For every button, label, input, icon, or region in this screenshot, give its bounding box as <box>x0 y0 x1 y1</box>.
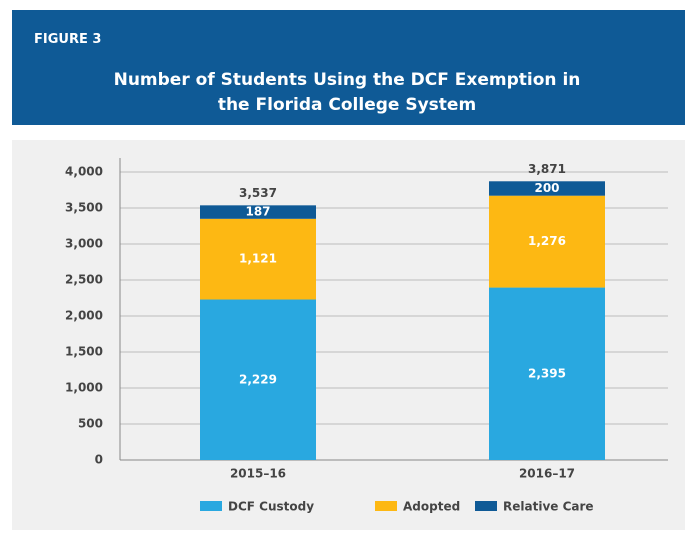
bar-segment <box>489 287 605 460</box>
data-label: 2,395 <box>528 366 566 380</box>
data-label: 200 <box>534 181 559 195</box>
y-tick-label: 4,000 <box>65 165 103 179</box>
y-tick-label: 1,000 <box>65 381 103 395</box>
total-label: 3,871 <box>528 162 566 176</box>
header: FIGURE 3 Number of Students Using the DC… <box>12 10 685 125</box>
y-tick-label: 3,500 <box>65 201 103 215</box>
y-tick-label: 2,500 <box>65 273 103 287</box>
legend-swatch <box>200 501 222 511</box>
data-label: 187 <box>245 205 270 219</box>
legend-label: Relative Care <box>503 500 594 514</box>
data-label: 2,229 <box>239 372 277 386</box>
legend-swatch <box>375 501 397 511</box>
data-label: 1,121 <box>239 252 277 266</box>
bar-segment <box>200 218 316 300</box>
x-tick-label: 2016–17 <box>519 467 575 481</box>
y-tick-label: 1,500 <box>65 345 103 359</box>
bar-segment <box>489 181 605 196</box>
bar-segment <box>200 299 316 460</box>
chart-title: Number of Students Using the DCF Exempti… <box>113 70 581 115</box>
x-tick-label: 2015–16 <box>230 467 286 481</box>
legend-label: Adopted <box>403 500 460 514</box>
total-label: 3,537 <box>239 186 277 200</box>
y-tick-label: 3,000 <box>65 237 103 251</box>
bar-segment <box>489 195 605 288</box>
legend-label: DCF Custody <box>228 500 314 514</box>
legend-swatch <box>475 501 497 511</box>
data-label: 1,276 <box>528 234 566 248</box>
y-tick-label: 500 <box>78 417 103 431</box>
y-tick-label: 2,000 <box>65 309 103 323</box>
bar-segment <box>200 205 316 219</box>
y-tick-label: 0 <box>95 453 103 467</box>
figure-label: FIGURE 3 <box>34 32 102 47</box>
